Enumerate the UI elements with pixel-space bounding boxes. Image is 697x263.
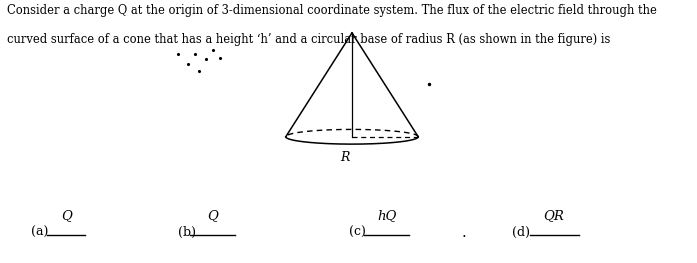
Text: R: R (341, 151, 350, 164)
Text: Q: Q (61, 209, 72, 222)
Text: (c): (c) (348, 226, 365, 239)
Text: (b): (b) (178, 226, 196, 239)
Text: Q: Q (207, 209, 218, 222)
Text: .: . (461, 226, 466, 240)
Text: curved surface of a cone that has a height ‘h’ and a circular base of radius R (: curved surface of a cone that has a heig… (7, 33, 611, 46)
Text: hQ: hQ (377, 209, 397, 222)
Text: Consider a charge Q at the origin of 3-dimensional coordinate system. The flux o: Consider a charge Q at the origin of 3-d… (7, 4, 657, 17)
Text: (a): (a) (31, 226, 49, 239)
Text: (d): (d) (512, 226, 530, 239)
Text: QR: QR (544, 209, 565, 222)
